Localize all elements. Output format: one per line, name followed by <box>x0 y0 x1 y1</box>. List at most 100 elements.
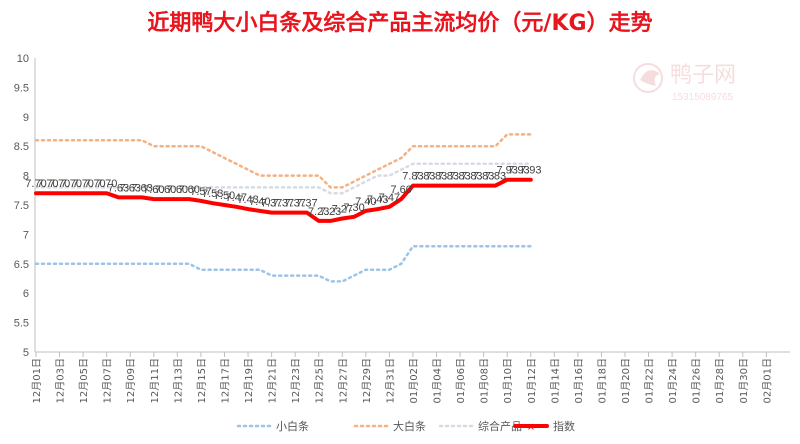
y-tick-label: 8 <box>23 171 29 183</box>
series-layer <box>34 133 533 283</box>
index-data-label: 7.63 <box>131 182 152 194</box>
y-tick-label: 8.5 <box>14 141 29 153</box>
x-tick-label: 12月09日 <box>125 358 137 403</box>
index-data-label: 7.53 <box>202 188 223 200</box>
x-tick-label: 12月13日 <box>172 358 184 403</box>
x-tick-label: 12月03日 <box>55 358 67 403</box>
index-data-label: 7.47 <box>226 192 247 204</box>
x-tick-label: 01月20日 <box>620 358 632 403</box>
y-tick-label: 6.5 <box>14 259 29 271</box>
index-data-label: 7.47 <box>379 192 400 204</box>
legend-label-large: 大白条 <box>393 419 426 433</box>
x-tick-label: 12月07日 <box>102 358 114 403</box>
index-data-label: 7.60 <box>155 184 176 196</box>
y-tick-label: 5 <box>23 347 29 359</box>
series-line-combined <box>34 162 533 195</box>
index-data-label: 7.70 <box>96 178 117 190</box>
index-data-label: 7.83 <box>449 171 470 183</box>
index-data-label: 7.83 <box>485 171 506 183</box>
index-data-label: 7.40 <box>249 196 270 208</box>
x-tick-label: 01月06日 <box>455 358 467 403</box>
index-data-label: 7.83 <box>461 171 482 183</box>
x-tick-label: 12月29日 <box>361 358 373 403</box>
series-line-large <box>34 133 533 189</box>
y-tick-label: 10 <box>17 53 29 65</box>
index-data-label: 7.37 <box>261 198 282 210</box>
index-data-label: 7.63 <box>108 182 129 194</box>
x-tick-label: 01月14日 <box>549 358 561 403</box>
x-tick-label: 12月17日 <box>219 358 231 403</box>
y-tick-label: 7.5 <box>14 200 29 212</box>
x-tick-label: 01月22日 <box>644 358 656 403</box>
index-data-label: 7.70 <box>72 178 93 190</box>
x-tick-label: 12月19日 <box>243 358 255 403</box>
index-data-label: 7.37 <box>284 198 305 210</box>
index-data-label: 7.83 <box>426 171 447 183</box>
index-data-label: 7.83 <box>438 171 459 183</box>
x-tick-label: 12月25日 <box>314 358 326 403</box>
series-line-small <box>34 244 533 283</box>
x-tick-label: 01月30日 <box>738 358 750 403</box>
x-tick-label: 01月04日 <box>432 358 444 403</box>
x-tick-label: 01月08日 <box>479 358 491 403</box>
index-data-label: 7.37 <box>273 198 294 210</box>
index-data-label: 7.30 <box>343 202 364 214</box>
legend-label-combined: 综合产品 <box>478 419 522 433</box>
x-tick-label: 01月24日 <box>667 358 679 403</box>
x-axis: 12月01日 12月03日 12月05日 12月07日 12月09日 12月11日 12月1… <box>31 351 790 403</box>
x-tick-label: 12月31日 <box>384 358 396 403</box>
y-tick-label: 9 <box>23 112 29 124</box>
index-data-label: 7.23 <box>308 206 329 218</box>
x-tick-label: 01月26日 <box>691 358 703 403</box>
series-line-index <box>34 177 533 223</box>
watermark-logo: 鸭子网 15315089765 <box>633 63 736 103</box>
index-data-label: 7.83 <box>402 171 423 183</box>
y-tick-label: 9.5 <box>14 82 29 94</box>
index-data-label: 7.60 <box>178 184 199 196</box>
y-tick-label: 7 <box>23 229 29 241</box>
index-data-label: 7.50 <box>214 190 235 202</box>
index-data-label: 7.70 <box>25 178 46 190</box>
x-tick-label: 12月01日 <box>31 358 43 403</box>
y-tick-label: 6 <box>23 288 29 300</box>
index-data-label: 7.83 <box>414 171 435 183</box>
legend-label-small: 小白条 <box>276 419 309 433</box>
x-tick-label: 12月15日 <box>196 358 208 403</box>
index-data-label: 7.63 <box>120 182 141 194</box>
legend-marker: × <box>527 422 535 433</box>
index-data-label: 7.70 <box>84 178 105 190</box>
index-data-label: 7.27 <box>332 204 353 216</box>
x-tick-label: 12月23日 <box>290 358 302 403</box>
x-tick-label: 12月11日 <box>149 358 161 403</box>
index-data-label: 7.93 <box>508 165 529 177</box>
watermark-name: 鸭子网 <box>670 63 736 88</box>
index-data-label: 7.70 <box>49 178 70 190</box>
index-data-label: 7.23 <box>320 206 341 218</box>
index-data-label: 7.70 <box>61 178 82 190</box>
x-tick-label: 12月05日 <box>78 358 90 403</box>
index-data-label: 7.60 <box>143 184 164 196</box>
index-data-label: 7.93 <box>520 165 541 177</box>
index-data-label: 7.93 <box>496 165 517 177</box>
data-labels: 7.707.707.707.707.707.707.707.637.637.63… <box>25 165 541 218</box>
index-data-label: 7.43 <box>237 194 258 206</box>
legend: 小白条 大白条 综合产品 × 指数 <box>236 419 575 433</box>
x-tick-label: 01月10日 <box>502 358 514 403</box>
index-data-label: 7.37 <box>296 198 317 210</box>
watermark-phone: 15315089765 <box>672 92 734 103</box>
x-tick-label: 12月21日 <box>267 358 279 403</box>
index-data-label: 7.60 <box>390 184 411 196</box>
x-tick-label: 02月01日 <box>761 358 773 403</box>
y-tick-label: 5.5 <box>14 318 29 330</box>
x-tick-label: 01月16日 <box>573 358 585 403</box>
x-tick-label: 01月28日 <box>714 358 726 403</box>
index-data-label: 7.43 <box>367 194 388 206</box>
x-tick-label: 01月18日 <box>596 358 608 403</box>
index-data-label: 7.83 <box>473 171 494 183</box>
x-tick-label: 12月27日 <box>337 358 349 403</box>
index-data-label: 7.57 <box>190 186 211 198</box>
chart-title: 近期鸭大小白条及综合产品主流均价（元/KG）走势 <box>147 10 652 36</box>
index-data-label: 7.60 <box>167 184 188 196</box>
legend-label-index: 指数 <box>553 419 575 433</box>
